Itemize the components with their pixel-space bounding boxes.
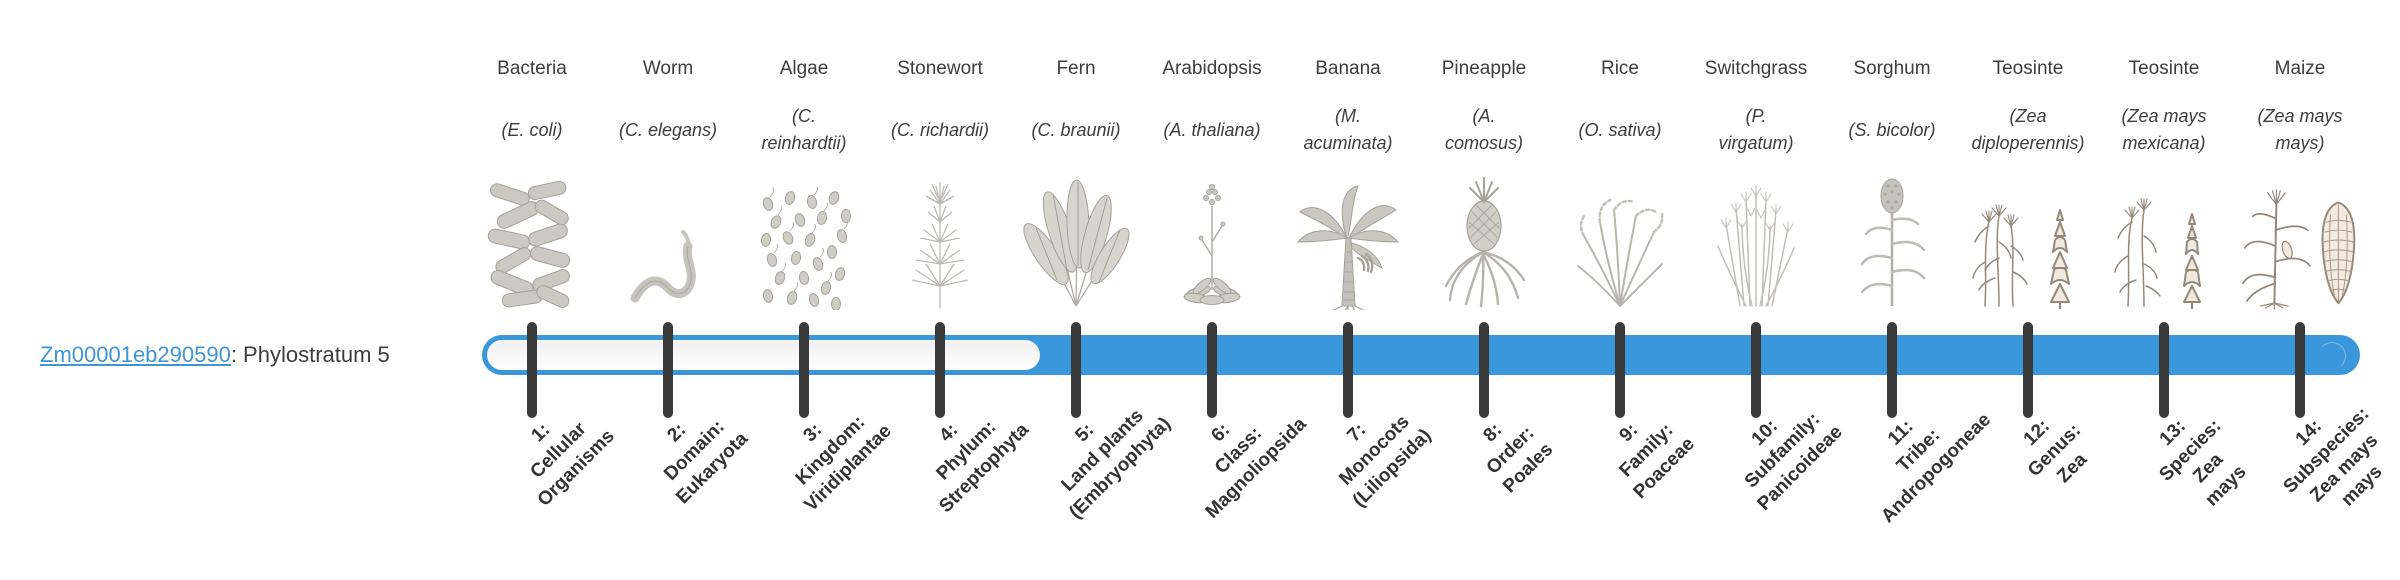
organism-sci-name: (C. braunii) <box>1031 119 1121 140</box>
organism-name: Stonewort <box>897 58 983 79</box>
organism-name: Teosinte <box>2128 58 2200 79</box>
worm-illustration <box>603 170 733 310</box>
gene-id-link[interactable]: Zm00001eb290590 <box>40 342 231 367</box>
organism-name: Banana <box>1315 58 1381 79</box>
stratum-tick-2 <box>663 322 673 418</box>
stratum-label-4: 4: Phylum: Streptophyta <box>932 416 1034 518</box>
organism-name: Worm <box>642 58 694 79</box>
organism-sci-name: (C. richardii) <box>890 119 989 140</box>
stratum-label-6: 6: Class: Magnoliopsida <box>1201 413 1311 523</box>
stratum-label-7: 7: Monocots (Liliopsida) <box>1335 411 1436 512</box>
stratum-tick-8 <box>1479 322 1489 418</box>
teosinte-diploperennis-illustration <box>1963 170 2093 310</box>
stratum-label-8: 8: Order: Poales <box>1479 419 1558 498</box>
stratum-tick-6 <box>1207 322 1217 418</box>
stratum-label-5: 5: Land plants (Embryophyta) <box>1057 405 1176 524</box>
organism-sci-name: (Zea diploperennis) <box>1971 106 2085 153</box>
gene-label: Zm00001eb290590: Phylostratum 5 <box>40 342 390 368</box>
fern-illustration <box>1011 170 1141 310</box>
organism-name: Algae <box>779 58 829 79</box>
organism-sci-name: (M. acuminata) <box>1303 106 1393 153</box>
organism-sci-name: (E. coli) <box>501 119 563 140</box>
stratum-tick-12 <box>2023 322 2033 418</box>
organism-name: Rice <box>1600 58 1639 79</box>
arabidopsis-illustration <box>1147 170 1277 310</box>
organism-sci-name: (O. sativa) <box>1578 119 1662 140</box>
teosinte-mexicana-illustration <box>2099 170 2229 310</box>
stratum-label-11: 11: Tribe: Andropogoneae <box>1877 409 1996 528</box>
organism-name: Pineapple <box>1441 58 1527 79</box>
organism-sci-name: (A. comosus) <box>1444 106 1524 153</box>
switchgrass-illustration <box>1691 170 1821 310</box>
stratum-tick-3 <box>799 322 809 418</box>
stratum-tick-5 <box>1071 322 1081 418</box>
stratum-tick-1 <box>527 322 537 418</box>
organism-sci-name: (C. elegans) <box>618 119 718 140</box>
organism-sci-name: (A. thaliana) <box>1163 119 1261 140</box>
stratum-label-1: 1: Cellular Organisms <box>526 418 619 511</box>
pineapple-illustration <box>1419 170 1549 310</box>
stratum-label-3: 3: Kingdom: Viridiplantae <box>791 411 896 516</box>
organism-name: Maize <box>2274 58 2326 79</box>
rice-illustration <box>1555 170 1685 310</box>
organism-sci-name: (P. virgatum) <box>1718 106 1794 153</box>
stratum-label-10: 10: Subfamily: Panicoideae <box>1740 408 1847 515</box>
organism-name: Bacteria <box>497 58 567 79</box>
stratum-tick-4 <box>935 322 945 418</box>
stratum-label-9: 9: Family: Poaceae <box>1615 419 1699 503</box>
stratum-tick-11 <box>1887 322 1897 418</box>
organism-name: Fern <box>1056 58 1096 79</box>
stonewort-illustration <box>875 170 1005 310</box>
algae-illustration <box>739 170 869 310</box>
stratum-tick-7 <box>1343 322 1353 418</box>
organism-name: Switchgrass <box>1704 58 1808 79</box>
organism-name: Arabidopsis <box>1162 58 1262 79</box>
organism-sci-name: (Zea mays mays) <box>2257 106 2343 153</box>
sorghum-illustration <box>1827 170 1957 310</box>
stratum-tick-9 <box>1615 322 1625 418</box>
organism-sci-name: (C. reinhardtii) <box>761 106 847 153</box>
stratum-tick-14 <box>2295 322 2305 418</box>
phylostratum-bar <box>482 335 2360 375</box>
stratum-tick-10 <box>1751 322 1761 418</box>
stratum-label-2: 2: Domain: Eukaryota <box>660 416 753 509</box>
banana-illustration <box>1283 170 1413 310</box>
bacteria-illustration <box>467 170 597 310</box>
organism-name: Teosinte <box>1992 58 2064 79</box>
phylostratum-text: : Phylostratum 5 <box>230 342 390 367</box>
stratum-label-14: 14: Subspecies: Zea mays mays <box>2279 403 2387 511</box>
maize-illustration <box>2235 170 2365 310</box>
bar-end-cap <box>2318 342 2346 370</box>
stratum-tick-13 <box>2159 322 2169 418</box>
organism-name: Sorghum <box>1853 58 1931 79</box>
organism-sci-name: (Zea mays mexicana) <box>2121 106 2207 153</box>
organism-sci-name: (S. bicolor) <box>1848 119 1936 140</box>
stratum-label-12: 12: Genus: Zea <box>2019 415 2092 488</box>
phylostratum-bar-unfilled <box>487 340 1040 370</box>
